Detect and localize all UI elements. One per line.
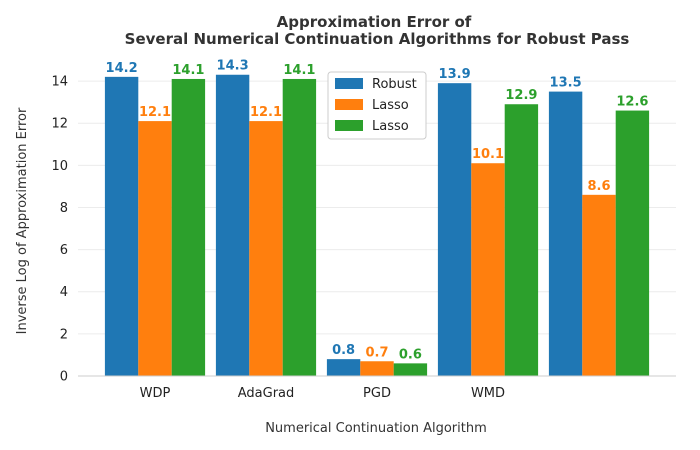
bar-s1-c3 xyxy=(471,163,505,376)
legend-swatch-lasso-orange xyxy=(335,99,363,110)
legend-label-robust: Robust xyxy=(372,77,417,92)
legend-label-lasso-green: Lasso xyxy=(372,119,409,134)
x-axis-ticks: WDP AdaGrad PGD WMD xyxy=(140,386,505,401)
data-label-s0-c3: 13.9 xyxy=(439,67,471,82)
y-axis-label: Inverse Log of Approximation Error xyxy=(15,107,30,334)
y-tick-label-12: 12 xyxy=(51,117,68,132)
y-tick-label-10: 10 xyxy=(51,159,68,174)
bar-s1-c0 xyxy=(138,121,172,377)
y-axis-ticks: 0 2 4 6 8 10 12 14 xyxy=(51,75,68,385)
x-tick-label-0: WDP xyxy=(140,386,171,401)
y-tick-label-0: 0 xyxy=(60,370,68,385)
bar-s0-c0 xyxy=(104,76,139,376)
data-label-s2-c1: 14.1 xyxy=(283,63,315,78)
data-label-s1-c2: 0.7 xyxy=(365,345,388,360)
chart-title-line-1: Approximation Error of xyxy=(277,13,472,31)
bar-s0-c3 xyxy=(437,83,472,376)
bar-s1-c1 xyxy=(249,121,283,377)
bars xyxy=(104,74,650,377)
y-tick-label-2: 2 xyxy=(60,327,68,342)
data-label-s0-c1: 14.3 xyxy=(217,59,249,74)
bar-s0-c4 xyxy=(548,91,583,376)
data-label-s1-c4: 8.6 xyxy=(587,179,610,194)
x-tick-label-2: PGD xyxy=(363,386,391,401)
data-label-s2-c3: 12.9 xyxy=(505,88,537,103)
data-label-s2-c0: 14.1 xyxy=(172,63,204,78)
data-label-s0-c2: 0.8 xyxy=(332,343,355,358)
legend-label-lasso-orange: Lasso xyxy=(372,98,409,113)
x-tick-label-1: AdaGrad xyxy=(238,386,295,401)
data-label-s2-c2: 0.6 xyxy=(399,347,422,362)
legend-swatch-lasso-green xyxy=(335,120,363,131)
legend-swatch-robust xyxy=(335,78,363,89)
data-label-s0-c4: 13.5 xyxy=(550,76,582,91)
y-tick-label-14: 14 xyxy=(51,75,68,90)
chart-title-line-2: Several Numerical Continuation Algorithm… xyxy=(125,30,630,48)
bar-s0-c2 xyxy=(326,359,361,376)
bar-s2-c4 xyxy=(615,110,650,376)
y-tick-label-8: 8 xyxy=(60,201,68,216)
data-label-s0-c0: 14.2 xyxy=(106,61,138,76)
x-axis-label: Numerical Continuation Algorithm xyxy=(265,421,487,436)
data-label-s2-c4: 12.6 xyxy=(616,95,648,110)
y-tick-label-6: 6 xyxy=(60,243,68,258)
bar-s2-c2 xyxy=(393,363,428,376)
bar-s1-c2 xyxy=(360,361,394,376)
bar-s2-c0 xyxy=(171,78,206,377)
bar-s1-c4 xyxy=(582,194,616,376)
y-tick-label-4: 4 xyxy=(60,285,68,300)
legend: Robust Lasso Lasso xyxy=(327,71,427,140)
data-label-s1-c3: 10.1 xyxy=(472,147,504,162)
bar-s2-c3 xyxy=(504,104,539,377)
data-label-s1-c0: 12.1 xyxy=(139,105,171,120)
x-tick-label-3: WMD xyxy=(471,386,505,401)
data-label-s1-c1: 12.1 xyxy=(250,105,282,120)
data-labels: 14.2 12.1 14.1 14.3 12.1 14.1 0.8 0.7 0.6 13.9 10.… xyxy=(106,59,649,363)
bar-s0-c1 xyxy=(215,74,250,376)
bar-s2-c1 xyxy=(282,78,317,377)
